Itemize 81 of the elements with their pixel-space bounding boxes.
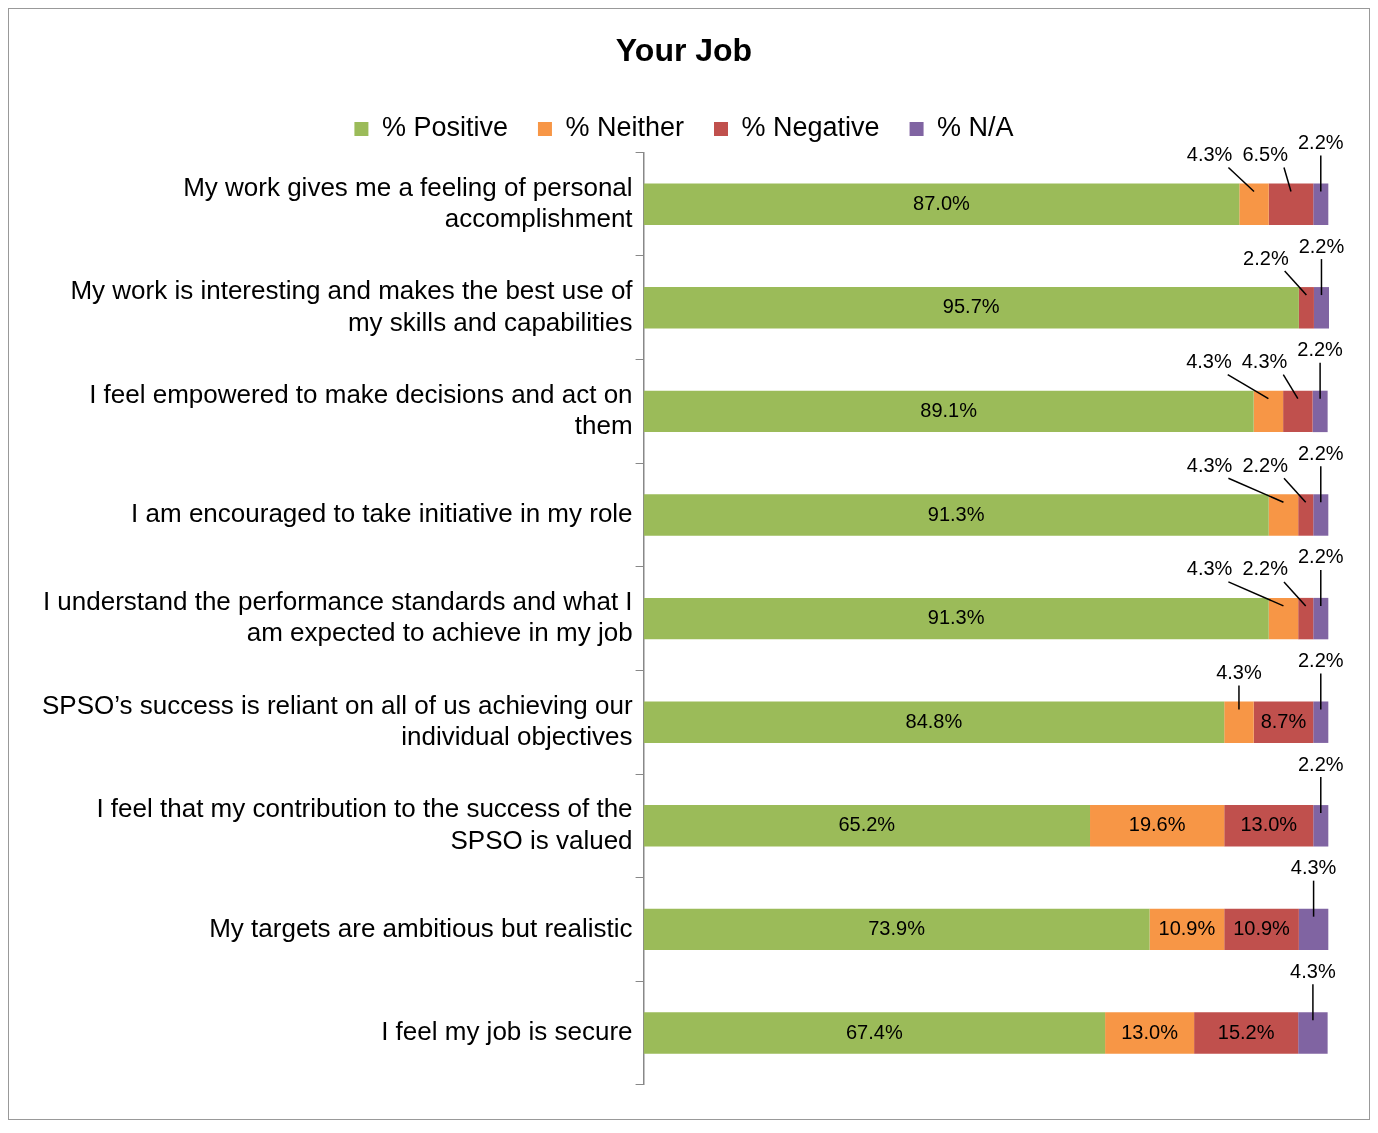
- bar: [1253, 390, 1284, 433]
- bar: [643, 494, 1269, 536]
- y-tick-label: I feel empowered to make decisions and act on them: [89, 378, 633, 441]
- bar: [1298, 494, 1314, 536]
- bar: [1268, 597, 1299, 640]
- data-label: 10.9%: [1158, 916, 1216, 939]
- bar: [1283, 390, 1313, 433]
- bar: [1313, 805, 1329, 847]
- bar: [643, 287, 1299, 329]
- y-tick-label: My targets are ambitious but realistic: [209, 912, 633, 943]
- bar: [1298, 908, 1329, 951]
- bar: [643, 1012, 1106, 1054]
- legend-label: % Neither: [565, 112, 685, 143]
- bar: [1313, 597, 1329, 640]
- bar: [1224, 701, 1254, 743]
- data-label: 91.3%: [927, 502, 985, 525]
- data-label: 91.3%: [927, 606, 985, 629]
- data-label: 2.2%: [1297, 545, 1344, 568]
- bar: [1313, 183, 1329, 225]
- data-label: 2.2%: [1242, 557, 1289, 580]
- data-label: 95.7%: [942, 295, 1000, 318]
- legend-label: % Negative: [741, 112, 880, 143]
- bar: [1239, 183, 1269, 225]
- y-tick-label: I understand the performance standards and what I am expected to achieve in my job: [42, 586, 633, 648]
- bar: [1313, 701, 1329, 743]
- data-label: 87.0%: [913, 191, 971, 214]
- bar: [643, 183, 1240, 225]
- data-label: 10.9%: [1233, 916, 1291, 939]
- data-label: 4.3%: [1216, 661, 1262, 683]
- data-label: 13.0%: [1121, 1020, 1179, 1043]
- y-tick-label: I am encouraged to take initiative in my role: [131, 498, 633, 529]
- bar: [1298, 597, 1314, 640]
- bar: [643, 701, 1225, 743]
- data-label: 2.2%: [1243, 246, 1289, 269]
- data-label: 2.2%: [1297, 752, 1344, 775]
- data-label: 4.3%: [1186, 350, 1232, 373]
- data-label: 65.2%: [838, 813, 896, 836]
- bar: [643, 390, 1254, 433]
- data-label: 4.3%: [1241, 350, 1288, 373]
- data-label: 4.3%: [1290, 856, 1337, 879]
- data-label: 4.3%: [1186, 143, 1233, 165]
- y-tick-label: My work gives me a feeling of personal accomplishment: [183, 171, 634, 233]
- data-label: 19.6%: [1128, 813, 1186, 836]
- data-label: 8.7%: [1260, 709, 1307, 732]
- y-tick-label: I feel my job is secure: [381, 1016, 633, 1047]
- data-label: 2.2%: [1242, 453, 1289, 476]
- bar: [1312, 390, 1328, 433]
- data-label: 4.3%: [1186, 557, 1233, 580]
- bar: [1268, 183, 1314, 225]
- data-label: 13.0%: [1240, 813, 1298, 836]
- data-label: 73.9%: [868, 916, 926, 939]
- data-label: 2.2%: [1297, 131, 1344, 153]
- bar: [1090, 805, 1225, 847]
- data-label: 4.3%: [1290, 959, 1336, 982]
- data-label: 6.5%: [1242, 143, 1289, 165]
- legend-label: % N/A: [937, 112, 1014, 143]
- bar: [1268, 494, 1299, 536]
- chart-title: Your Job: [615, 32, 753, 69]
- bar: [1313, 287, 1329, 329]
- bar: [643, 908, 1150, 951]
- data-label: 2.2%: [1297, 649, 1344, 671]
- data-label: 2.2%: [1297, 441, 1344, 464]
- data-label: 89.1%: [920, 398, 978, 421]
- bar: [643, 597, 1269, 640]
- bar: [1313, 494, 1329, 536]
- data-label: 15.2%: [1217, 1020, 1275, 1043]
- data-label: 2.2%: [1297, 338, 1344, 361]
- bar: [1224, 805, 1314, 847]
- data-label: 4.3%: [1186, 453, 1233, 476]
- legend-label: % Positive: [381, 112, 508, 143]
- bar: [1105, 1012, 1195, 1054]
- data-label: 67.4%: [845, 1020, 903, 1043]
- y-tick-label: SPSO’s success is reliant on all of us achieving our individual objectives: [41, 689, 633, 751]
- y-tick-label: My work is interesting and makes the best use of my skills and capabilities: [70, 275, 634, 337]
- data-label: 84.8%: [905, 709, 963, 732]
- bar: [1298, 287, 1314, 329]
- bar: [643, 805, 1091, 847]
- data-label: 2.2%: [1298, 234, 1345, 257]
- bar: [1298, 1012, 1328, 1054]
- y-tick-label: I feel that my contribution to the success of the SPSO is valued: [96, 793, 633, 855]
- bar: [1194, 1012, 1299, 1054]
